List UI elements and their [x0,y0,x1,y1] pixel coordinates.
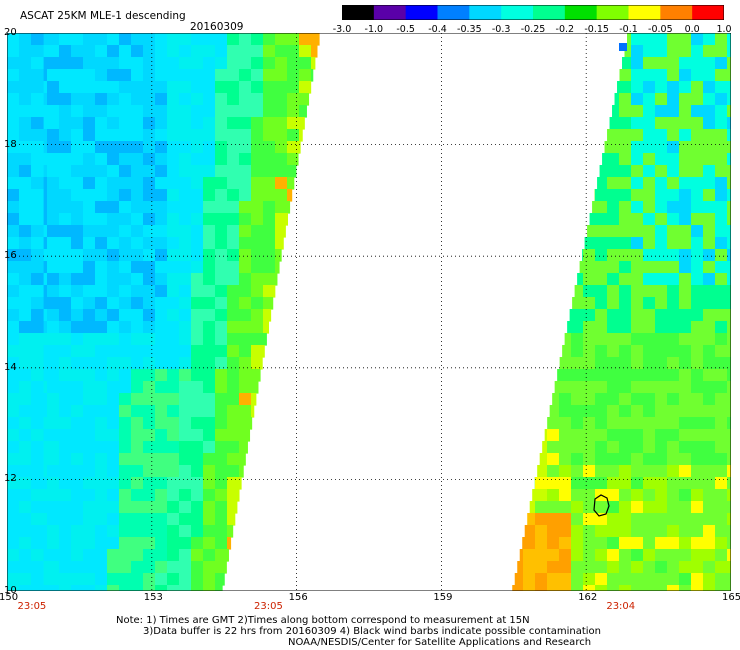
colorbar-tick-label: -0.05 [648,24,673,35]
longitude-label: 153 [143,592,163,603]
colorbar-tick-label: -0.15 [584,24,609,35]
colorbar-segment [596,5,629,20]
colorbar-segment [373,5,407,20]
time-label: 23:05 [17,601,47,612]
colorbar [342,5,724,20]
colorbar-tick-label: -0.3 [491,24,511,35]
colorbar-segment [692,5,724,20]
map-date: 20160309 [190,21,244,33]
latitude-label: 18 [4,138,17,150]
colorbar-tick-label: -0.1 [619,24,638,35]
colorbar-segment [342,5,375,20]
colorbar-segment [469,5,502,20]
colorbar-segment [533,5,566,20]
longitude-label: 162 [578,592,598,603]
colorbar-tick-label: -1.0 [364,24,384,35]
latitude-label: 14 [4,361,17,373]
longitude-label: 156 [288,592,308,603]
longitude-label: 165 [722,592,740,603]
note-line-1: Note: 1) Times are GMT 2)Times along bot… [116,615,530,626]
latitude-label: 12 [4,473,17,485]
colorbar-tick-label: 0.0 [684,24,700,35]
latitude-label: 10 [4,585,17,596]
colorbar-tick-label: -0.5 [396,24,415,35]
wind-map-plot [7,33,731,591]
colorbar-tick-label: -3.0 [332,24,352,35]
latitude-label: 16 [4,250,17,262]
colorbar-segment [437,5,470,20]
time-label: 23:05 [253,601,283,612]
colorbar-tick-label: -0.4 [428,24,447,35]
time-label: 23:04 [606,601,636,612]
longitude-label: 159 [433,592,453,603]
colorbar-tick-label: 1.0 [716,24,732,35]
colorbar-segment [501,5,534,20]
colorbar-segment [564,5,598,20]
colorbar-tick-label: -0.25 [520,24,546,35]
longitude-label: 150 [0,592,19,603]
colorbar-segment [660,5,693,20]
colorbar-segment [628,5,661,20]
colorbar-tick-label: -0.2 [555,24,575,35]
note-line-3: NOAA/NESDIS/Center for Satellite Applica… [288,637,592,648]
latitude-label: 20 [4,27,17,38]
colorbar-segment [405,5,438,20]
colorbar-tick-label: -0.35 [457,24,482,35]
map-title: ASCAT 25KM MLE-1 descending [20,10,186,22]
note-line-2: 3)Data buffer is 22 hrs from 20160309 4)… [143,626,601,637]
